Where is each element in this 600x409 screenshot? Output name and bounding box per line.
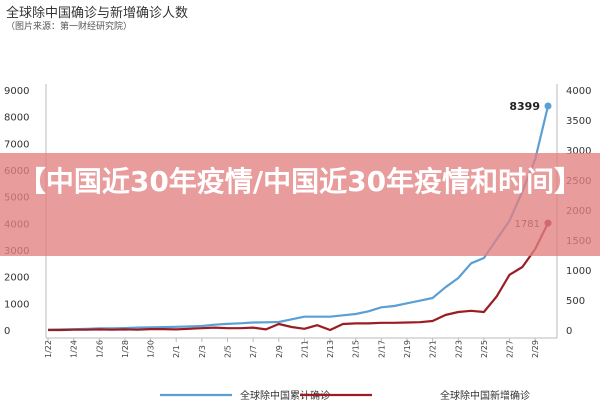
- overlay-banner-text: 【中国近30年疫情/中国近30年疫情和时间】: [17, 165, 583, 198]
- x-tick-label: 2/17: [377, 340, 386, 358]
- y-right-tick-label: 3000: [566, 146, 591, 157]
- y-right-tick-label: 1000: [566, 266, 591, 277]
- y-left-tick-label: 2000: [4, 273, 29, 284]
- x-tick-label: 1/28: [121, 340, 130, 358]
- data-label-1: 8399: [509, 100, 540, 113]
- x-tick-label: 1/26: [95, 340, 104, 358]
- chart-title: 全球除中国确诊与新增确诊人数: [6, 6, 189, 21]
- x-tick-label: 1/22: [44, 340, 53, 358]
- x-tick-label: 2/23: [454, 340, 463, 358]
- x-tick-label: 2/15: [352, 340, 361, 358]
- y-left-tick-label: 9000: [4, 86, 29, 97]
- x-tick-label: 2/9: [275, 345, 284, 358]
- x-tick-label: 2/19: [403, 340, 412, 358]
- legend-label-1: 全球除中国累计确诊: [240, 389, 330, 402]
- x-tick-label: 2/27: [506, 340, 515, 358]
- series-endpoint-1: [544, 102, 552, 110]
- x-tick-label: 2/25: [480, 340, 489, 358]
- x-tick-label: 2/7: [249, 345, 258, 358]
- legend-label-2: 全球除中国新增确诊: [440, 389, 530, 402]
- y-right-tick-label: 3500: [566, 116, 591, 127]
- x-tick-label: 2/5: [223, 345, 232, 358]
- x-tick-label: 1/30: [147, 340, 156, 358]
- x-tick-label: 2/13: [326, 340, 335, 358]
- x-tick-label: 2/1: [172, 345, 181, 358]
- x-tick-label: 1/24: [70, 340, 79, 358]
- y-left-tick-label: 1000: [4, 299, 29, 310]
- chart-subtitle: （图片来源：第一财经研究院）: [6, 22, 133, 32]
- y-left-tick-label: 0: [4, 326, 10, 337]
- x-tick-label: 2/3: [198, 345, 207, 358]
- legend: 全球除中国累计确诊 全球除中国新增确诊: [160, 389, 530, 402]
- y-left-tick-label: 8000: [4, 113, 29, 124]
- x-tick-label: 2/11: [300, 340, 309, 358]
- y-left-tick-label: 7000: [4, 139, 29, 150]
- x-axis: 1/22 1/24 1/26 1/28 1/30 2/1 2/3 2/5 2/7 2/9 2/11 2…: [44, 337, 557, 358]
- overlay-banner: [0, 153, 600, 256]
- y-right-tick-label: 4000: [566, 86, 591, 97]
- x-tick-label: 2/29: [531, 340, 540, 358]
- series-line-2: [48, 222, 549, 332]
- y-right-tick-label: 500: [566, 296, 585, 307]
- series-line-1: [47, 105, 550, 331]
- x-tick-label: 2/21: [429, 340, 438, 358]
- y-right-tick-label: 0: [566, 326, 572, 337]
